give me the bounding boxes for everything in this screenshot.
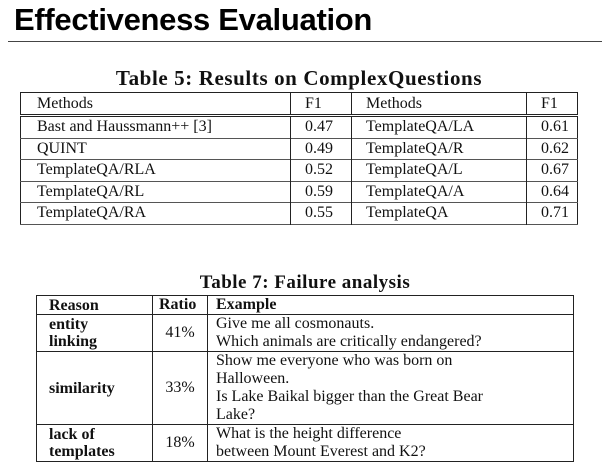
reason-text: entity [49, 316, 89, 333]
header-ratio: Ratio [152, 295, 208, 315]
table-row: entity linking 41% Give me all cosmonaut… [36, 314, 574, 352]
example-text: Is Lake Baikal bigger than the Great Bea… [216, 388, 483, 405]
example-cell: Give me all cosmonauts. Which animals ar… [208, 315, 574, 352]
table5-caption: Table 5: Results on ComplexQuestions [115, 66, 483, 90]
f1-cell: 0.62 [541, 139, 569, 157]
reason-cell: entity linking [36, 314, 153, 352]
ratio-cell: 18% [152, 424, 208, 462]
f1-cell: 0.71 [541, 204, 569, 222]
method-cell: TemplateQA/R [351, 138, 527, 160]
method-cell: TemplateQA/RLA [20, 159, 291, 181]
f1-cell: 0.64 [541, 182, 569, 200]
example-text: Halloween. [216, 370, 290, 387]
header-methods-2: Methods [351, 92, 527, 116]
header-methods-1: Methods [20, 92, 291, 116]
method-cell: QUINT [20, 138, 291, 160]
method-cell: TemplateQA [351, 202, 527, 224]
results-table: Methods F1 Methods F1 Bast and Haussmann… [20, 92, 578, 225]
example-text: What is the height difference [216, 425, 402, 442]
table-row: QUINT 0.49 TemplateQA/R 0.62 [20, 138, 578, 160]
example-text: between Mount Everest and K2? [216, 443, 426, 460]
reason-text: lack of [49, 426, 95, 443]
method-cell: TemplateQA/RA [20, 202, 291, 224]
reason-text: similarity [49, 379, 115, 397]
example-text: Show me everyone who was born on [216, 352, 453, 369]
failure-analysis-table: Reason Ratio Example entity linking 41% … [36, 295, 574, 462]
example-text: Which animals are critically endangered? [216, 333, 482, 350]
reason-text: linking [49, 333, 98, 350]
method-cell: TemplateQA/A [351, 181, 527, 203]
header-f1-2: F1 [541, 94, 558, 112]
table7-caption: Table 7: Failure analysis [199, 272, 411, 293]
reason-cell: lack of templates [36, 424, 153, 462]
table-row: lack of templates 18% What is the height… [36, 424, 574, 462]
f1-cell: 0.52 [290, 159, 352, 181]
header-reason: Reason [36, 295, 153, 315]
method-cell: TemplateQA/LA [351, 115, 527, 138]
f1-cell: 0.49 [290, 138, 352, 160]
example-cell: Show me everyone who was born on Hallowe… [208, 352, 574, 425]
example-text: Lake? [216, 406, 256, 423]
f1-cell: 0.67 [541, 161, 569, 179]
table-row: TemplateQA/RLA 0.52 TemplateQA/L 0.67 [20, 159, 578, 181]
table-header-row: Reason Ratio Example [36, 295, 574, 315]
method-cell: TemplateQA/RL [20, 181, 291, 203]
header-f1-1: F1 [290, 92, 352, 116]
ratio-cell: 33% [152, 351, 208, 425]
example-text: Give me all cosmonauts. [216, 315, 375, 332]
title-divider [8, 41, 602, 42]
table-row: similarity 33% Show me everyone who was … [36, 351, 574, 425]
reason-text: templates [49, 443, 115, 460]
table-header-row: Methods F1 Methods F1 [20, 92, 578, 116]
slide-title: Effectiveness Evaluation [14, 2, 373, 37]
table-row: Bast and Haussmann++ [3] 0.47 TemplateQA… [20, 115, 578, 138]
reason-cell: similarity [36, 351, 153, 425]
table-row: TemplateQA/RL 0.59 TemplateQA/A 0.64 [20, 181, 578, 203]
header-example: Example [216, 296, 277, 313]
f1-cell: 0.55 [290, 202, 352, 224]
method-cell: TemplateQA/L [351, 159, 527, 181]
f1-cell: 0.59 [290, 181, 352, 203]
f1-cell: 0.61 [541, 118, 569, 136]
f1-cell: 0.47 [290, 115, 352, 138]
ratio-cell: 41% [152, 314, 208, 352]
table-row: TemplateQA/RA 0.55 TemplateQA 0.71 [20, 202, 578, 224]
example-cell: What is the height difference between Mo… [208, 425, 574, 462]
method-cell: Bast and Haussmann++ [3] [20, 115, 291, 138]
